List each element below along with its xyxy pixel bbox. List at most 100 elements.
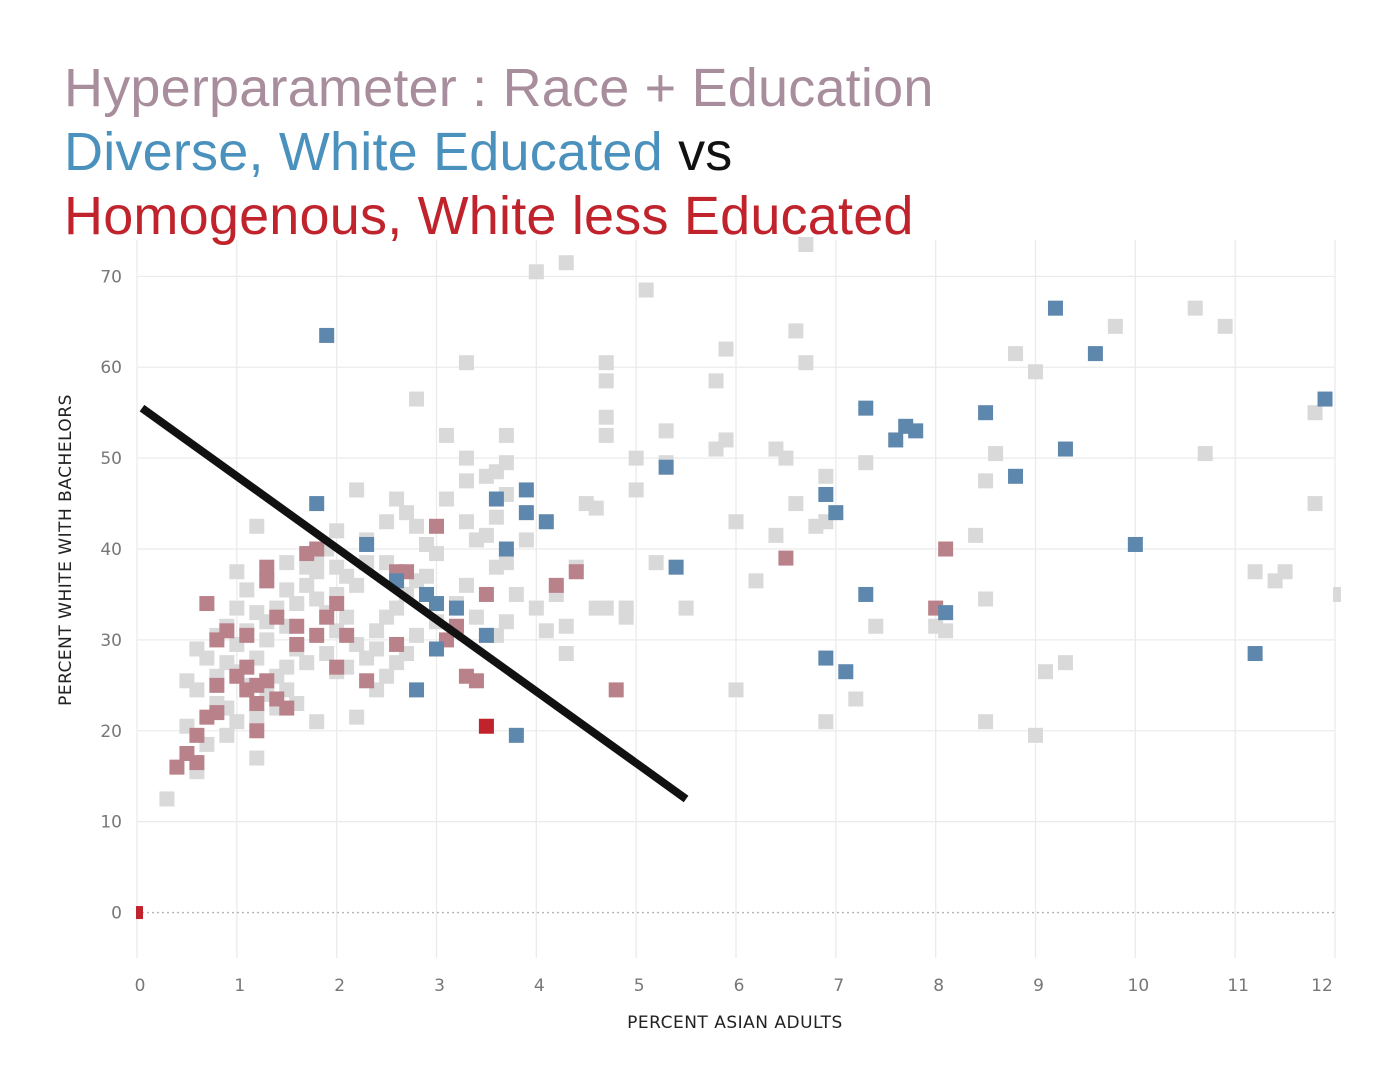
data-point [499,428,514,443]
data-point [289,637,304,652]
data-point [329,523,344,538]
data-point [599,355,614,370]
data-point [469,673,484,688]
data-point [1058,442,1073,457]
data-point [429,519,444,534]
data-point [938,623,953,638]
data-point [189,728,204,743]
data-point [479,719,494,734]
data-point [559,619,574,634]
data-point [968,528,983,543]
data-point [549,578,564,593]
data-point [379,669,394,684]
data-point [249,696,264,711]
data-point [499,555,514,570]
data-point [539,623,554,638]
data-point [189,755,204,770]
data-point [209,705,224,720]
data-point [729,682,744,697]
data-point [369,641,384,656]
data-point [249,519,264,534]
data-point [299,655,314,670]
y-tick-label: 50 [100,449,122,469]
data-point [389,601,404,616]
x-tick-label: 3 [434,976,445,996]
data-point [848,691,863,706]
data-point [838,664,853,679]
data-point [499,542,514,557]
data-point [259,673,274,688]
data-point [389,637,404,652]
data-point [1333,587,1341,602]
data-point [798,237,813,252]
data-point [798,355,813,370]
data-point [219,728,234,743]
data-point [559,255,574,270]
data-point [239,628,254,643]
data-point [529,264,544,279]
data-point [778,451,793,466]
data-point [589,501,604,516]
y-tick-label: 40 [100,540,122,560]
data-point [818,469,833,484]
data-point [469,610,484,625]
data-point [748,573,763,588]
y-tick-label: 60 [100,358,122,378]
data-point [1028,728,1043,743]
data-point [988,446,1003,461]
x-tick-label: 8 [933,976,944,996]
data-point [349,578,364,593]
data-point [599,428,614,443]
data-point [908,423,923,438]
data-point [369,623,384,638]
x-axis-ticks: 0 1 2 3 4 5 6 7 8 9 10 11 12 [135,976,1333,996]
data-point [279,555,294,570]
data-point [239,660,254,675]
data-point [938,542,953,557]
data-point [319,610,334,625]
x-tick-label: 11 [1227,976,1249,996]
data-point [199,596,214,611]
data-point [229,601,244,616]
x-tick-label: 7 [833,976,844,996]
x-tick-label: 4 [534,976,545,996]
data-point [818,651,833,666]
data-point [489,492,504,507]
data-point [669,560,684,575]
data-point [818,487,833,502]
data-point [868,619,883,634]
data-point [159,791,174,806]
data-point [379,514,394,529]
data-point [639,282,654,297]
data-point [309,542,324,557]
data-point [709,373,724,388]
data-point [599,410,614,425]
data-point [1248,646,1263,661]
data-point [259,632,274,647]
data-point [439,428,454,443]
data-point [599,373,614,388]
data-point [828,505,843,520]
data-point [1318,392,1333,407]
data-point [309,564,324,579]
data-point [978,405,993,420]
data-point [978,473,993,488]
data-point [229,564,244,579]
data-point [399,505,414,520]
y-axis-title: PERCENT WHITE WITH BACHELORS [56,394,76,706]
data-point [519,482,534,497]
data-point [319,328,334,343]
data-point [719,432,734,447]
data-point [249,723,264,738]
data-point [279,701,294,716]
data-point [309,496,324,511]
data-point [888,432,903,447]
data-point [479,587,494,602]
data-point [189,641,204,656]
data-point [339,628,354,643]
data-point [359,537,374,552]
data-point [329,596,344,611]
y-tick-label: 30 [100,631,122,651]
data-point [1028,364,1043,379]
